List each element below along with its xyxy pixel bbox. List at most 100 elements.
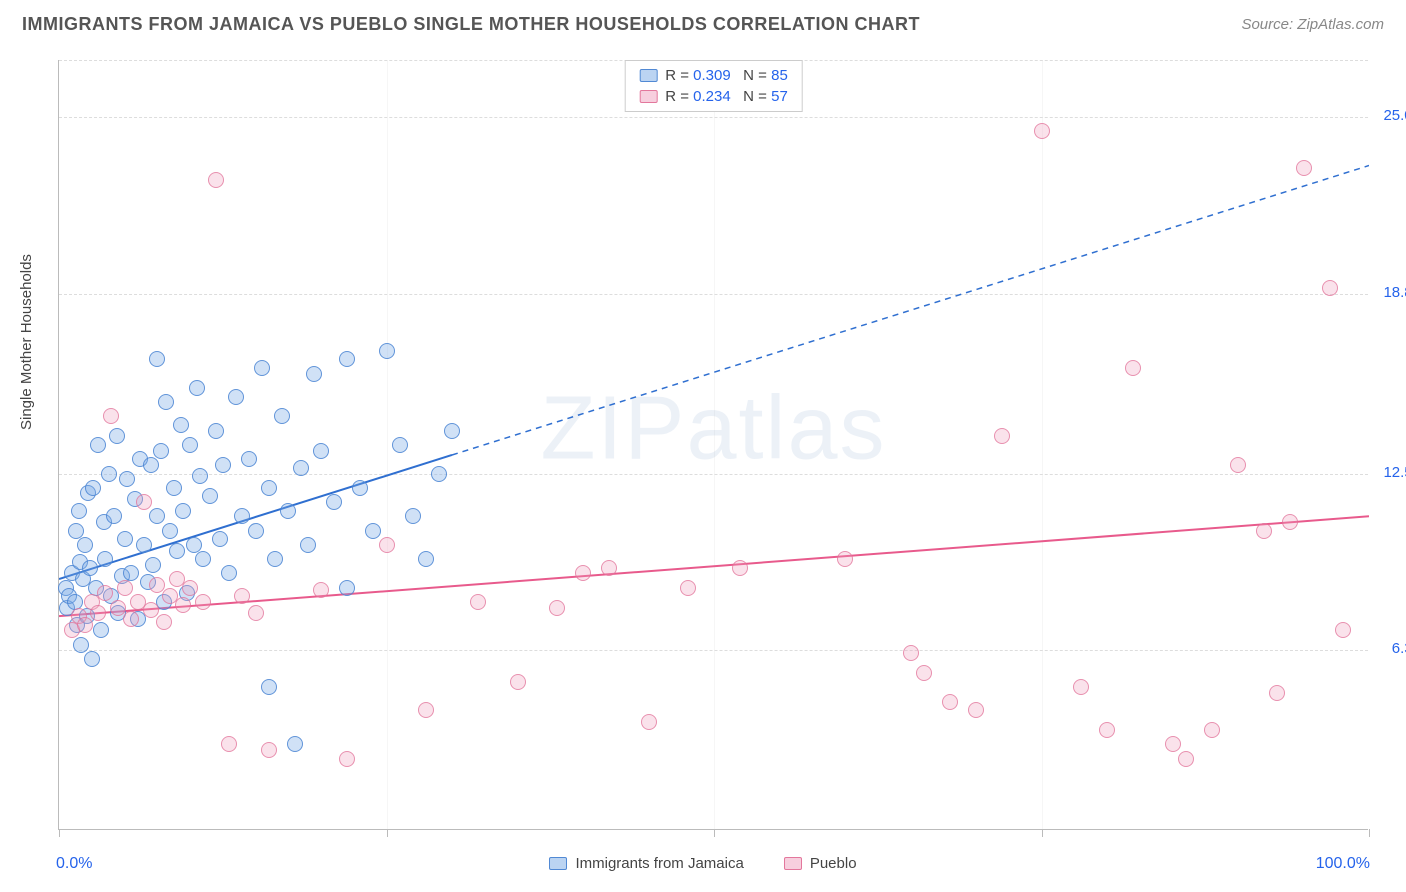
data-point	[431, 466, 447, 482]
data-point	[202, 488, 218, 504]
data-point	[241, 451, 257, 467]
data-point	[300, 537, 316, 553]
data-point	[192, 468, 208, 484]
data-point	[313, 443, 329, 459]
data-point	[123, 611, 139, 627]
data-point	[175, 503, 191, 519]
data-point	[1073, 679, 1089, 695]
data-point	[261, 742, 277, 758]
data-point	[182, 580, 198, 596]
data-point	[339, 351, 355, 367]
data-point	[261, 679, 277, 695]
swatch-icon	[784, 857, 802, 870]
x-tick	[1369, 829, 1370, 837]
data-point	[149, 577, 165, 593]
data-point	[1296, 160, 1312, 176]
data-point	[195, 594, 211, 610]
data-point	[1125, 360, 1141, 376]
data-point	[306, 366, 322, 382]
data-point	[1230, 457, 1246, 473]
data-point	[77, 617, 93, 633]
data-point	[145, 557, 161, 573]
data-point	[248, 523, 264, 539]
plot-area: ZIPatlas R = 0.309 N = 85 R = 0.234 N = …	[58, 60, 1368, 830]
correlation-legend: R = 0.309 N = 85 R = 0.234 N = 57	[624, 60, 803, 112]
data-point	[119, 471, 135, 487]
series-legend: Immigrants from Jamaica Pueblo	[0, 855, 1406, 872]
data-point	[85, 480, 101, 496]
x-tick	[387, 829, 388, 837]
data-point	[234, 588, 250, 604]
data-point	[166, 480, 182, 496]
data-point	[916, 665, 932, 681]
data-point	[418, 702, 434, 718]
data-point	[175, 597, 191, 613]
data-point	[470, 594, 486, 610]
data-point	[149, 508, 165, 524]
data-point	[195, 551, 211, 567]
data-point	[379, 537, 395, 553]
chart-title: IMMIGRANTS FROM JAMAICA VS PUEBLO SINGLE…	[22, 14, 920, 35]
data-point	[1099, 722, 1115, 738]
x-tick	[59, 829, 60, 837]
y-tick-label: 6.3%	[1376, 640, 1406, 657]
data-point	[153, 443, 169, 459]
data-point	[169, 543, 185, 559]
data-point	[365, 523, 381, 539]
data-point	[1282, 514, 1298, 530]
data-point	[352, 480, 368, 496]
data-point	[261, 480, 277, 496]
data-point	[136, 494, 152, 510]
data-point	[248, 605, 264, 621]
data-point	[228, 389, 244, 405]
data-point	[221, 565, 237, 581]
data-point	[182, 437, 198, 453]
data-point	[1034, 123, 1050, 139]
data-point	[1335, 622, 1351, 638]
data-point	[221, 736, 237, 752]
data-point	[90, 437, 106, 453]
data-point	[90, 605, 106, 621]
data-point	[732, 560, 748, 576]
data-point	[136, 537, 152, 553]
gridline-vertical	[1042, 60, 1043, 829]
y-axis-label: Single Mother Households	[18, 254, 35, 430]
y-tick-label: 25.0%	[1376, 107, 1406, 124]
data-point	[379, 343, 395, 359]
data-point	[158, 394, 174, 410]
data-point	[208, 172, 224, 188]
data-point	[339, 580, 355, 596]
data-point	[405, 508, 421, 524]
data-point	[93, 622, 109, 638]
data-point	[117, 580, 133, 596]
data-point	[234, 508, 250, 524]
data-point	[162, 523, 178, 539]
data-point	[339, 751, 355, 767]
data-point	[418, 551, 434, 567]
data-point	[326, 494, 342, 510]
data-point	[1269, 685, 1285, 701]
data-point	[143, 457, 159, 473]
swatch-icon	[639, 90, 657, 103]
data-point	[109, 428, 125, 444]
data-point	[82, 560, 98, 576]
data-point	[549, 600, 565, 616]
x-tick	[714, 829, 715, 837]
x-tick	[1042, 829, 1043, 837]
data-point	[84, 651, 100, 667]
data-point	[444, 423, 460, 439]
legend-row-series1: R = 0.309 N = 85	[639, 65, 788, 86]
data-point	[1204, 722, 1220, 738]
data-point	[1165, 736, 1181, 752]
data-point	[280, 503, 296, 519]
data-point	[392, 437, 408, 453]
swatch-icon	[639, 69, 657, 82]
data-point	[942, 694, 958, 710]
data-point	[293, 460, 309, 476]
gridline-vertical	[714, 60, 715, 829]
data-point	[1256, 523, 1272, 539]
data-point	[274, 408, 290, 424]
data-point	[71, 503, 87, 519]
data-point	[101, 466, 117, 482]
data-point	[106, 508, 122, 524]
